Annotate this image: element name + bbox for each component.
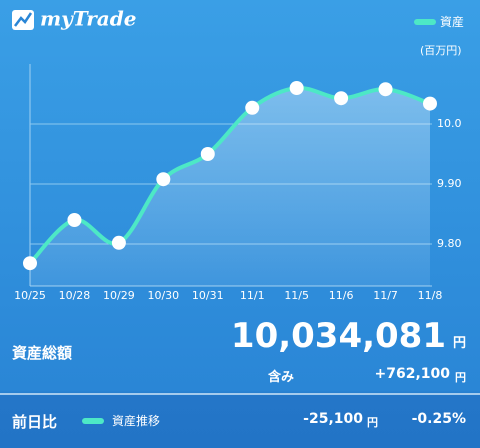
x-tick-label: 11/6 bbox=[329, 289, 354, 302]
legend-swatch bbox=[414, 18, 436, 25]
legend-swatch bbox=[82, 417, 104, 424]
total-label: 資産総額 bbox=[12, 344, 73, 362]
legend: 資産 bbox=[414, 13, 464, 30]
unrealized-unit: 円 bbox=[455, 371, 466, 384]
x-tick-label: 11/8 bbox=[418, 289, 443, 302]
total-value: 10,034,081 bbox=[230, 316, 446, 356]
point bbox=[289, 81, 304, 95]
point bbox=[334, 91, 349, 106]
point bbox=[156, 172, 171, 187]
point bbox=[245, 100, 260, 115]
unit-label: (百万円) bbox=[420, 44, 462, 57]
x-tick-label: 10/29 bbox=[103, 289, 135, 302]
x-tick-label: 10/28 bbox=[59, 289, 91, 302]
daily-label: 前日比 bbox=[12, 413, 58, 431]
x-tick-label: 10/30 bbox=[147, 289, 179, 302]
x-tick-label: 10/25 bbox=[14, 289, 46, 302]
line bbox=[28, 85, 431, 265]
y-tick-label: 10.0 bbox=[437, 117, 462, 130]
y-tick-label: 9.90 bbox=[437, 177, 462, 190]
area bbox=[30, 87, 430, 287]
point bbox=[200, 147, 215, 161]
x-tick-label: 11/7 bbox=[373, 289, 398, 302]
point bbox=[111, 235, 126, 250]
daily-legend-label: 資産推移 bbox=[112, 414, 161, 428]
x-tick-label: 11/5 bbox=[284, 289, 309, 302]
legend-label: 資産 bbox=[440, 15, 465, 29]
unrealized-label: 含み bbox=[268, 370, 295, 385]
logo-icon bbox=[12, 10, 34, 30]
daily-legend: 資産推移 bbox=[82, 412, 160, 429]
daily-unit: 円 bbox=[367, 416, 378, 429]
point bbox=[378, 82, 393, 97]
point bbox=[67, 213, 82, 227]
y-tick-label: 9.80 bbox=[437, 237, 462, 250]
daily-value: -25,100 bbox=[303, 411, 363, 427]
unrealized-value: +762,100 bbox=[374, 366, 451, 382]
total-unit: 円 bbox=[452, 336, 466, 351]
daily-percent: -0.25% bbox=[411, 411, 466, 427]
x-tick-label: 10/31 bbox=[192, 289, 224, 302]
point bbox=[23, 256, 37, 271]
x-tick-label: 11/1 bbox=[240, 289, 265, 302]
point bbox=[423, 96, 437, 111]
app-name: myTrade bbox=[40, 7, 136, 31]
